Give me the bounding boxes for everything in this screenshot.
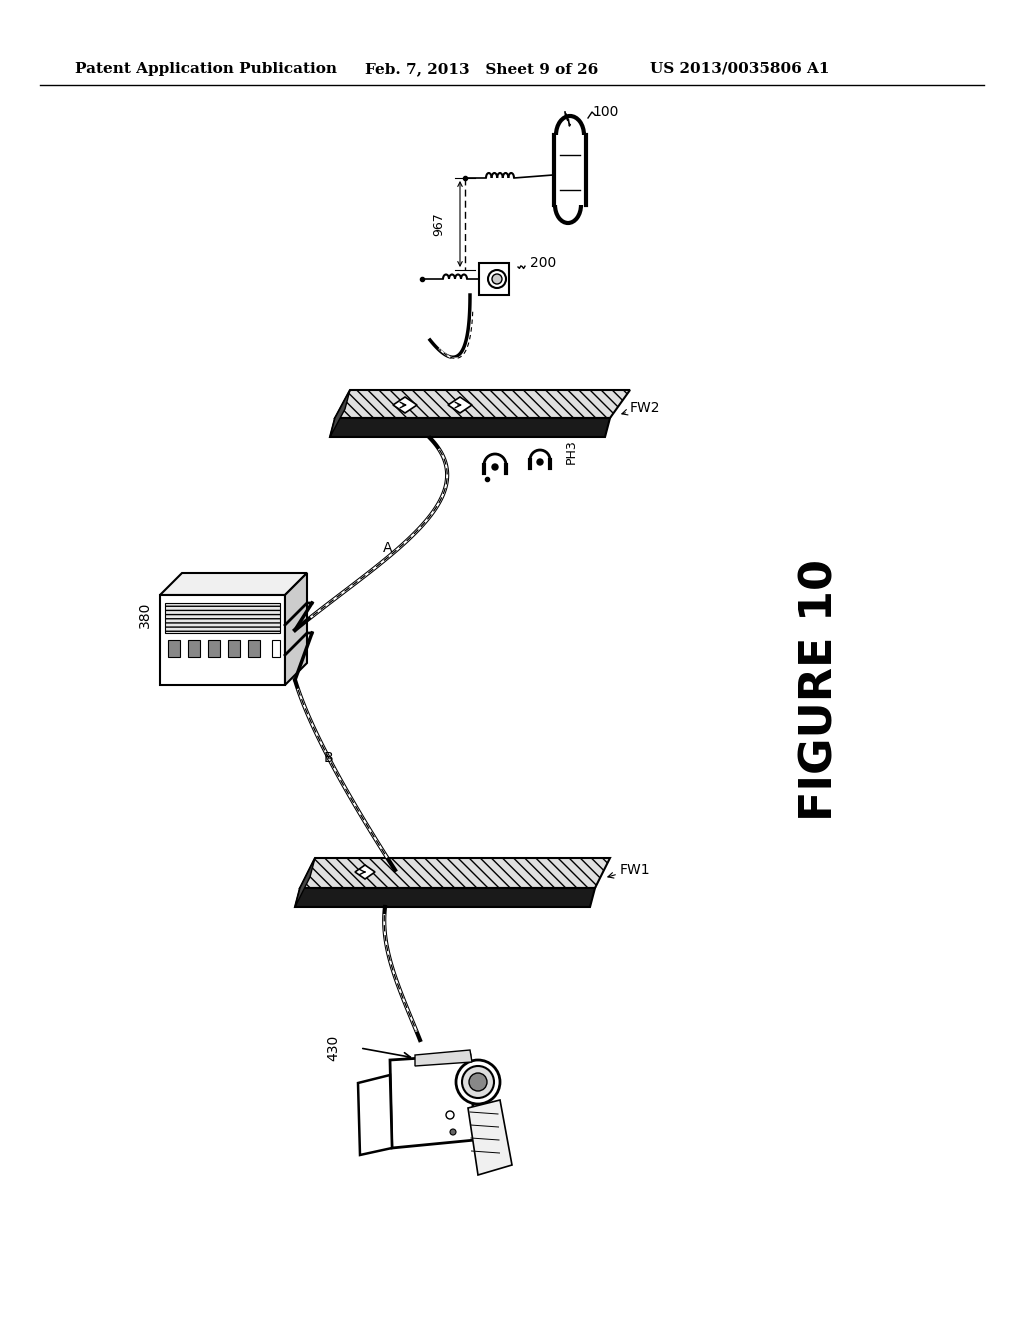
Circle shape [450,1129,456,1135]
Polygon shape [358,1074,392,1155]
Circle shape [537,459,543,465]
Polygon shape [355,865,375,879]
Polygon shape [228,640,240,657]
Polygon shape [248,640,260,657]
Text: FW1: FW1 [620,863,650,876]
Polygon shape [335,389,630,418]
Circle shape [462,1067,494,1098]
Circle shape [456,1060,500,1104]
Text: FIGURE 10: FIGURE 10 [799,558,842,821]
Text: PH3: PH3 [565,440,578,465]
Polygon shape [165,603,280,634]
Text: US 2013/0035806 A1: US 2013/0035806 A1 [650,62,829,77]
Polygon shape [449,397,472,413]
Circle shape [492,465,498,470]
Polygon shape [295,888,595,907]
Polygon shape [553,135,590,205]
Polygon shape [285,573,307,685]
Text: Feb. 7, 2013   Sheet 9 of 26: Feb. 7, 2013 Sheet 9 of 26 [365,62,598,77]
Circle shape [469,1073,487,1092]
Text: 380: 380 [138,602,152,628]
Text: B: B [324,751,333,766]
Polygon shape [188,640,200,657]
Polygon shape [160,573,307,595]
Text: 967: 967 [432,213,445,236]
Polygon shape [272,640,280,657]
Text: FW2: FW2 [630,401,660,414]
Polygon shape [479,263,509,294]
Circle shape [446,1111,454,1119]
Text: 200: 200 [530,256,556,271]
Polygon shape [330,418,610,437]
Polygon shape [300,858,610,888]
Polygon shape [393,397,417,413]
Ellipse shape [555,187,581,223]
Text: 430: 430 [326,1035,340,1061]
Ellipse shape [556,116,584,154]
Text: Patent Application Publication: Patent Application Publication [75,62,337,77]
Polygon shape [168,640,180,657]
Polygon shape [390,1055,475,1148]
Polygon shape [330,389,350,437]
Polygon shape [208,640,220,657]
Polygon shape [468,1100,512,1175]
Polygon shape [415,1049,472,1067]
Polygon shape [160,595,285,685]
Circle shape [492,275,502,284]
Polygon shape [295,858,315,907]
Text: 100: 100 [592,106,618,119]
Circle shape [488,271,506,288]
Text: A: A [383,541,393,554]
